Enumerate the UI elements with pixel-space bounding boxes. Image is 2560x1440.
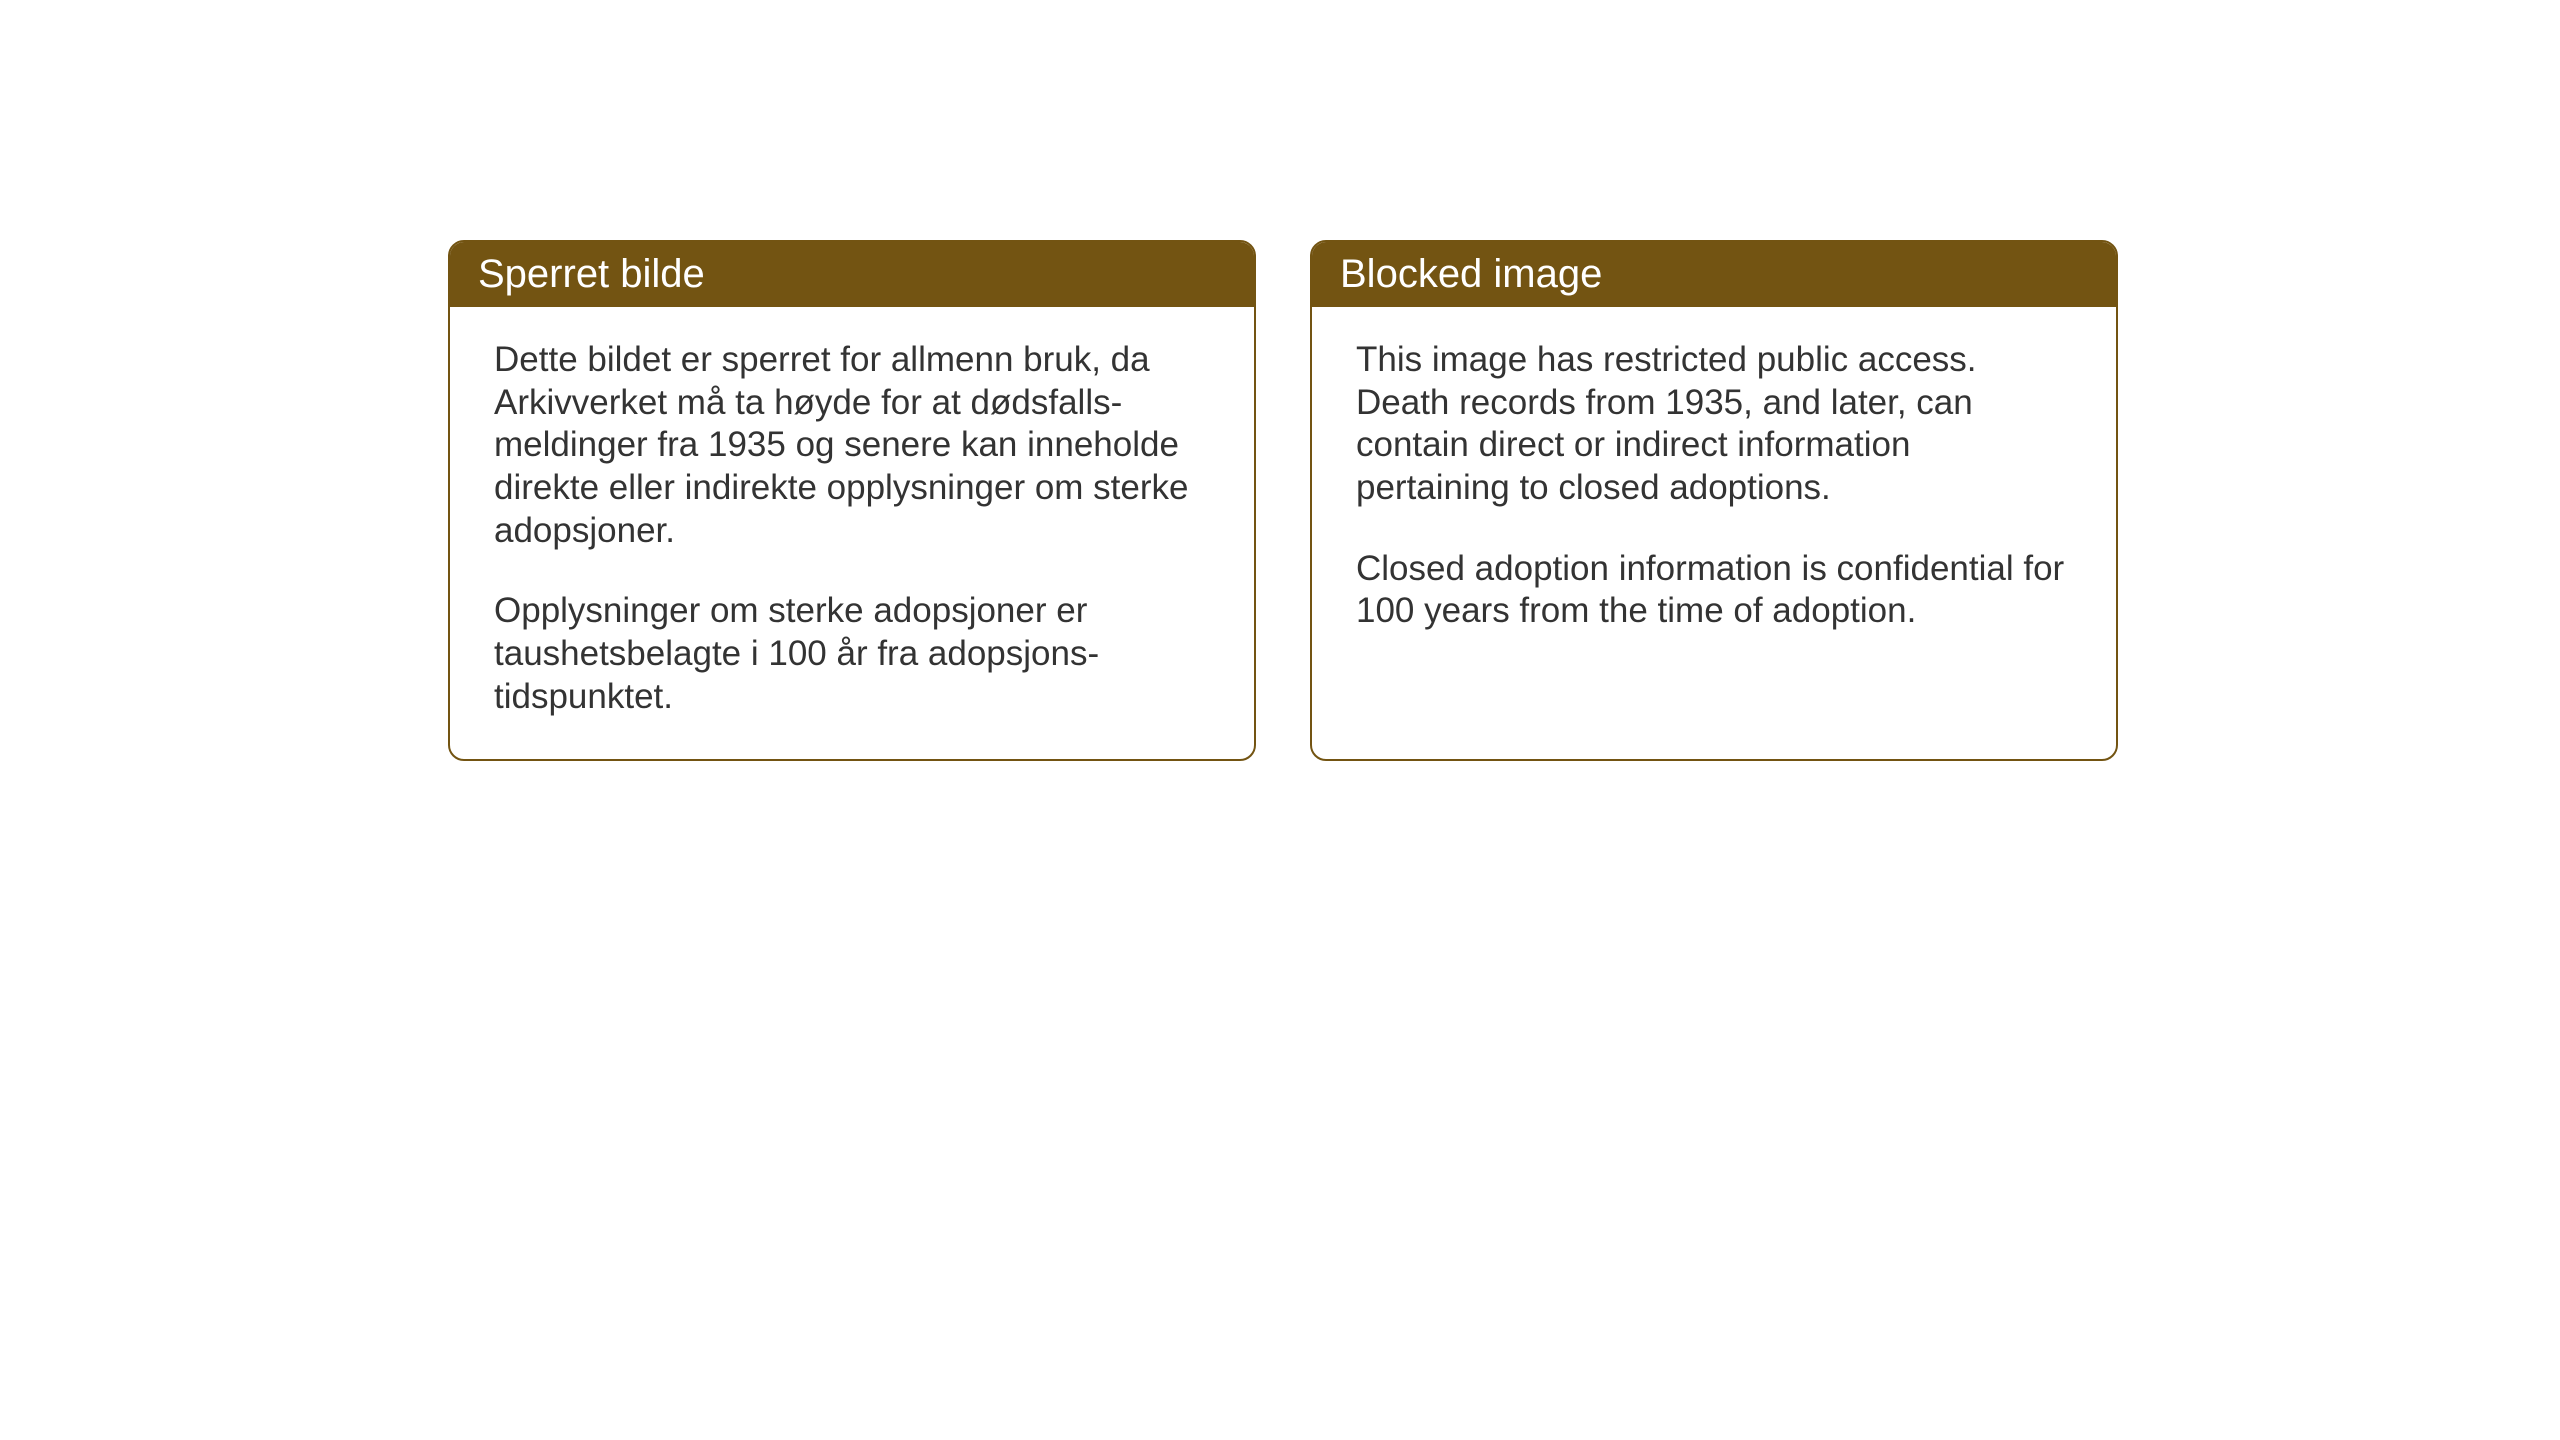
card-body-norwegian: Dette bildet er sperret for allmenn bruk… xyxy=(450,307,1254,759)
norwegian-paragraph-1: Dette bildet er sperret for allmenn bruk… xyxy=(494,339,1210,552)
card-title-norwegian: Sperret bilde xyxy=(478,252,705,296)
english-paragraph-2: Closed adoption information is confident… xyxy=(1356,548,2072,633)
card-body-english: This image has restricted public access.… xyxy=(1312,307,2116,705)
card-header-norwegian: Sperret bilde xyxy=(450,242,1254,307)
card-header-english: Blocked image xyxy=(1312,242,2116,307)
english-paragraph-1: This image has restricted public access.… xyxy=(1356,339,2072,510)
notice-card-norwegian: Sperret bilde Dette bildet er sperret fo… xyxy=(448,240,1256,761)
norwegian-paragraph-2: Opplysninger om sterke adopsjoner er tau… xyxy=(494,590,1210,718)
notice-container: Sperret bilde Dette bildet er sperret fo… xyxy=(448,240,2118,761)
notice-card-english: Blocked image This image has restricted … xyxy=(1310,240,2118,761)
card-title-english: Blocked image xyxy=(1340,252,1602,296)
